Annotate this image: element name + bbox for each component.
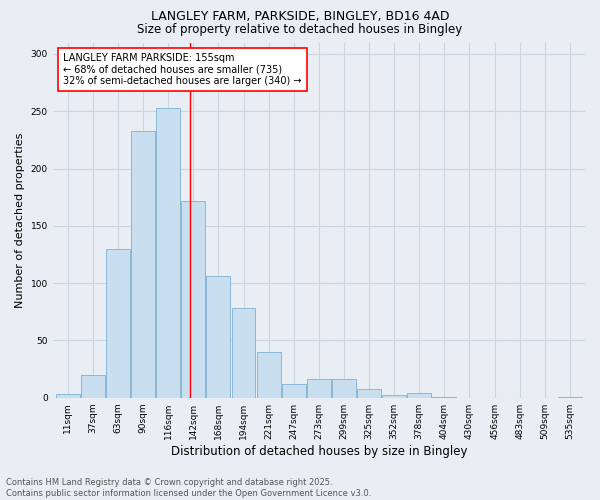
Bar <box>56 394 80 398</box>
Bar <box>433 396 457 398</box>
Bar <box>558 396 582 398</box>
Bar <box>332 380 356 398</box>
Bar <box>407 393 431 398</box>
Bar <box>357 388 381 398</box>
Text: Size of property relative to detached houses in Bingley: Size of property relative to detached ho… <box>137 22 463 36</box>
Text: Contains HM Land Registry data © Crown copyright and database right 2025.
Contai: Contains HM Land Registry data © Crown c… <box>6 478 371 498</box>
Bar <box>181 200 205 398</box>
Bar <box>232 308 256 398</box>
Bar <box>307 380 331 398</box>
Bar <box>282 384 305 398</box>
Y-axis label: Number of detached properties: Number of detached properties <box>15 132 25 308</box>
Text: LANGLEY FARM, PARKSIDE, BINGLEY, BD16 4AD: LANGLEY FARM, PARKSIDE, BINGLEY, BD16 4A… <box>151 10 449 23</box>
Bar <box>156 108 180 398</box>
Bar <box>206 276 230 398</box>
Bar <box>131 130 155 398</box>
Bar <box>106 249 130 398</box>
Bar <box>257 352 281 398</box>
Bar <box>81 375 105 398</box>
X-axis label: Distribution of detached houses by size in Bingley: Distribution of detached houses by size … <box>170 444 467 458</box>
Text: LANGLEY FARM PARKSIDE: 155sqm
← 68% of detached houses are smaller (735)
32% of : LANGLEY FARM PARKSIDE: 155sqm ← 68% of d… <box>64 53 302 86</box>
Bar <box>382 396 406 398</box>
